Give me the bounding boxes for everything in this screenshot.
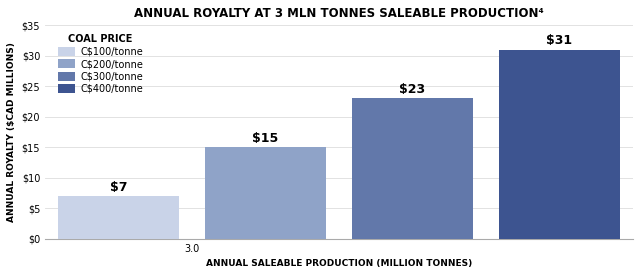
Bar (205, 147, 326, 239)
Title: ANNUAL ROYALTY AT 3 MLN TONNES SALEABLE PRODUCTION⁴: ANNUAL ROYALTY AT 3 MLN TONNES SALEABLE … (134, 7, 544, 20)
X-axis label: ANNUAL SALEABLE PRODUCTION (MILLION TONNES): ANNUAL SALEABLE PRODUCTION (MILLION TONN… (206, 259, 472, 268)
Text: $31: $31 (547, 34, 573, 47)
Legend: C$100/tonne, C$200/tonne, C$300/tonne, C$400/tonne: C$100/tonne, C$200/tonne, C$300/tonne, C… (56, 32, 145, 96)
Text: $7: $7 (109, 180, 127, 194)
Bar (58, 196, 179, 239)
Bar (352, 98, 473, 239)
Bar (499, 50, 620, 239)
Y-axis label: ANNUAL ROYALTY ($CAD MILLIONS): ANNUAL ROYALTY ($CAD MILLIONS) (7, 42, 16, 222)
Text: $15: $15 (252, 132, 278, 145)
Text: $23: $23 (399, 83, 426, 96)
